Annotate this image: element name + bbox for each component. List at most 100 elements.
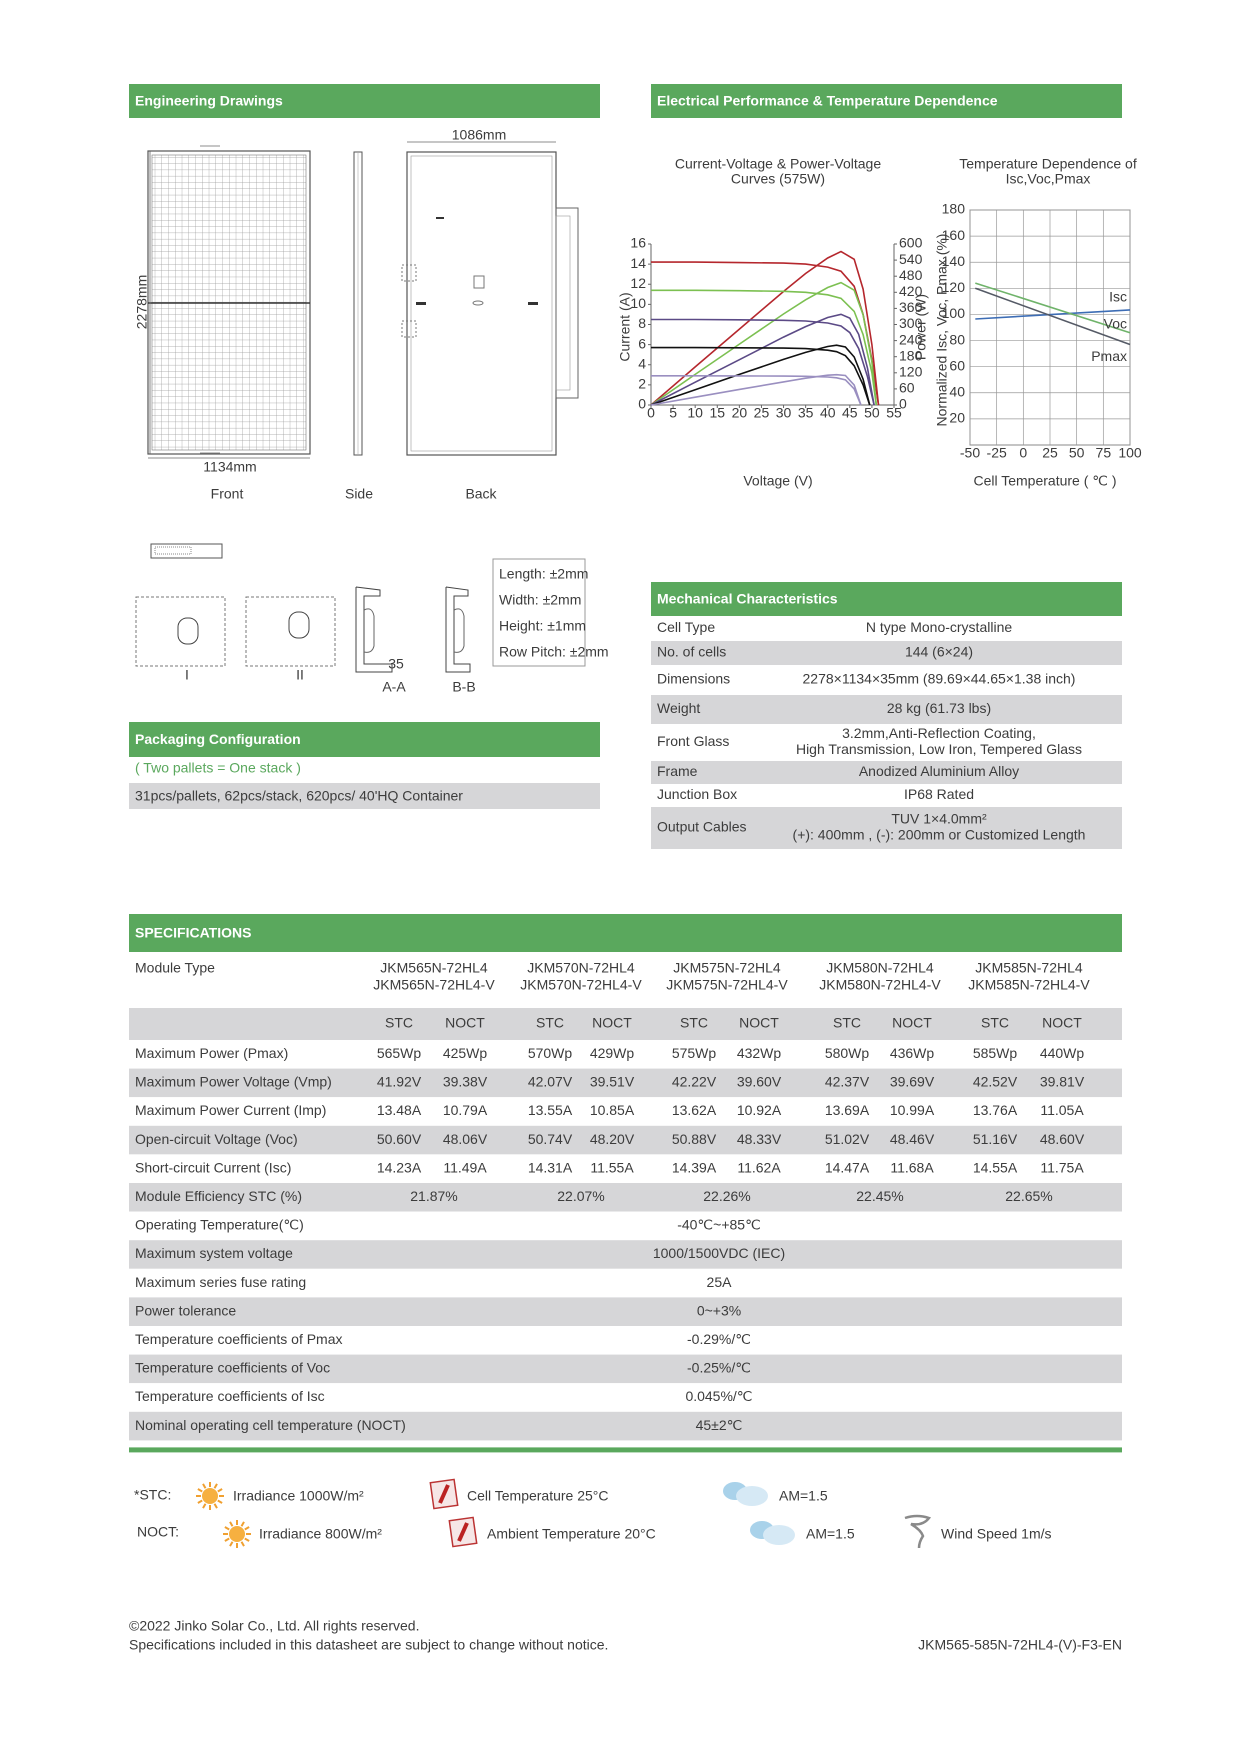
row-value: 39.69V — [890, 1074, 935, 1090]
x-tick-label: 25 — [1042, 445, 1058, 461]
chart-title: Curves (575W) — [731, 171, 825, 187]
chart-title: Isc,Voc,Pmax — [1006, 171, 1091, 187]
table-row — [651, 724, 1122, 761]
row-value: IP68 Rated — [904, 786, 974, 802]
current-curve — [651, 346, 871, 406]
row-value: 11.75A — [1040, 1159, 1084, 1175]
row-value: 0~+3% — [697, 1302, 741, 1318]
row-label: Maximum series fuse rating — [135, 1274, 306, 1290]
y-tick-label: 2 — [638, 376, 646, 392]
table-row — [129, 1097, 1122, 1126]
current-curve — [651, 289, 878, 406]
row-value: 0.045%/℃ — [685, 1388, 752, 1404]
x-tick-label: 50 — [864, 405, 880, 421]
row-value: 21.87% — [410, 1188, 457, 1204]
packaging-content: 31pcs/pallets, 62pcs/stack, 620pcs/ 40'H… — [135, 788, 463, 804]
tolerance-label: Row Pitch: ±2mm — [499, 644, 609, 660]
table-row — [129, 1411, 1122, 1441]
model-name: JKM565N-72HL4 — [380, 960, 488, 976]
sun-ray — [240, 1521, 245, 1527]
tolerance-label: Length: ±2mm — [499, 566, 588, 582]
wind-icon — [904, 1514, 932, 1549]
row-value: 51.16V — [973, 1131, 1018, 1147]
row-label: Temperature coefficients of Voc — [135, 1360, 330, 1376]
y2-tick-label: 360 — [899, 299, 923, 315]
section-title-bar — [651, 582, 1122, 616]
y2-tick-label: 540 — [899, 251, 923, 267]
row-label: Short-circuit Current (Isc) — [135, 1159, 291, 1175]
model-name: JKM565N-72HL4-V — [373, 977, 495, 993]
y-tick-label: 14 — [630, 255, 646, 271]
row-label: Temperature coefficients of Pmax — [135, 1331, 343, 1347]
row-value: 10.85A — [590, 1102, 635, 1118]
series-label: Voc — [1104, 315, 1127, 331]
thermo-bar — [438, 1484, 450, 1504]
y2-tick-label: 600 — [899, 235, 923, 251]
footer-copyright: ©2022 Jinko Solar Co., Ltd. All rights r… — [129, 1618, 419, 1634]
row-value: Anodized Aluminium Alloy — [859, 763, 1019, 779]
y2-axis-label: Power (W) — [913, 294, 929, 360]
y-tick-label: 40 — [949, 383, 965, 399]
thermometer-icon — [429, 1478, 459, 1510]
row-value: 28 kg (61.73 lbs) — [887, 700, 991, 716]
row-value: 14.39A — [672, 1159, 717, 1175]
legend-item: AM=1.5 — [779, 1488, 828, 1504]
x-tick-label: -50 — [960, 445, 980, 461]
row-value: -40℃~+85℃ — [677, 1217, 761, 1233]
temperature-line — [975, 287, 1131, 346]
row-label: Operating Temperature(℃) — [135, 1217, 304, 1233]
sun-ray — [202, 1503, 207, 1509]
x-tick-label: 10 — [687, 405, 703, 421]
row-value: 13.62A — [672, 1102, 717, 1118]
row-value: 22.65% — [1005, 1188, 1052, 1204]
sun-ray — [224, 1526, 230, 1531]
y2-tick-label: 240 — [899, 331, 923, 347]
row-value: 11.49A — [443, 1159, 487, 1175]
row-value: 42.22V — [672, 1074, 717, 1090]
cloud-icon — [723, 1482, 768, 1506]
packaging-note: ( Two pallets = One stack ) — [135, 760, 301, 776]
series-label: Isc — [1109, 289, 1127, 305]
row-label: Maximum system voltage — [135, 1245, 293, 1261]
tolerance-label: Width: ±2mm — [499, 592, 581, 608]
x-axis-label: Cell Temperature ( ℃ ) — [973, 473, 1116, 489]
row-value: 10.79A — [443, 1102, 488, 1118]
condition-header: NOCT — [892, 1015, 932, 1031]
model-name: JKM575N-72HL4 — [673, 960, 781, 976]
table-row — [129, 1040, 1122, 1069]
table-row — [129, 1008, 1122, 1040]
x-tick-label: 30 — [776, 405, 792, 421]
power-curve — [650, 281, 878, 406]
row-value: 436Wp — [890, 1045, 935, 1061]
y-tick-label: 12 — [630, 275, 646, 291]
row-label: Front Glass — [657, 733, 729, 749]
y-tick-label: 20 — [949, 410, 965, 426]
row-value: 14.31A — [528, 1159, 573, 1175]
row-value: 39.51V — [590, 1074, 635, 1090]
sun-disc — [202, 1488, 218, 1504]
table-row — [129, 1268, 1122, 1298]
sun-icon — [223, 1520, 251, 1548]
wind-swirl — [904, 1514, 932, 1549]
power-curve — [650, 313, 875, 406]
row-value: 42.37V — [825, 1074, 870, 1090]
x-tick-label: 50 — [1069, 445, 1085, 461]
profile-label: B-B — [452, 679, 475, 695]
sun-ray — [240, 1541, 245, 1547]
legend-item: AM=1.5 — [806, 1526, 855, 1542]
power-curve — [650, 344, 871, 406]
row-value: 48.60V — [1040, 1131, 1085, 1147]
profile-label: A-A — [382, 679, 406, 695]
condition-header: STC — [536, 1015, 564, 1031]
row-label: Dimensions — [657, 671, 730, 687]
y-tick-label: 8 — [638, 315, 646, 331]
thermo-bar — [457, 1522, 469, 1542]
row-label: Open-circuit Voltage (Voc) — [135, 1131, 298, 1147]
row-value: 429Wp — [590, 1045, 635, 1061]
table-row — [651, 807, 1122, 849]
x-tick-label: 35 — [798, 405, 814, 421]
table-row — [651, 695, 1122, 724]
row-value: 11.05A — [1040, 1102, 1084, 1118]
sun-ray — [244, 1526, 250, 1531]
section-title-bar — [651, 84, 1122, 118]
